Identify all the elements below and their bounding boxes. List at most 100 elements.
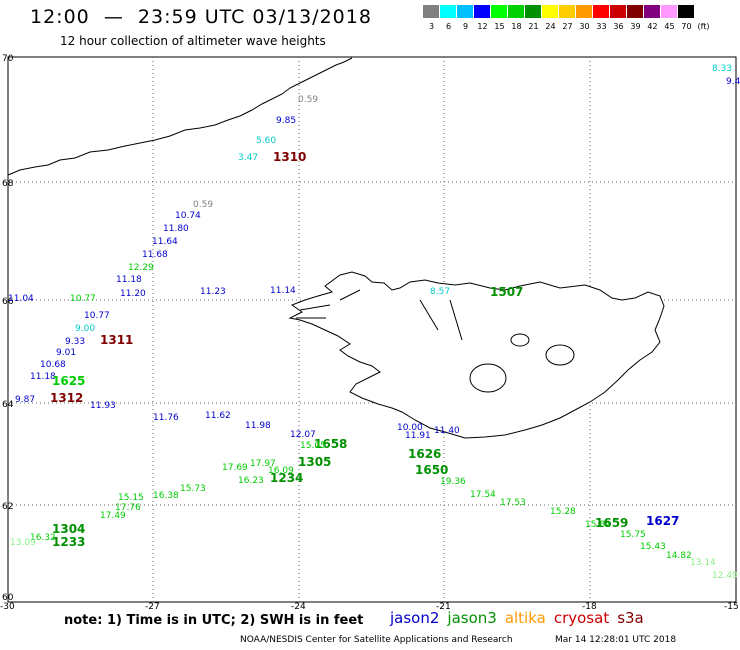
swh-label: 17.76 — [115, 503, 141, 513]
lon-label-n27: -27 — [145, 602, 160, 612]
swh-label: 10.74 — [175, 211, 201, 221]
swh-label: 11.20 — [120, 289, 146, 299]
time-label: 1311 — [100, 333, 133, 347]
lat-label-64: 64 — [2, 400, 14, 410]
time-label: 1233 — [52, 535, 85, 549]
colorbar-label: 30 — [579, 22, 590, 31]
lat-label-70: 70 — [2, 54, 14, 64]
colorbar-label: 27 — [562, 22, 573, 31]
colorbar-label: 21 — [528, 22, 539, 31]
swh-label: 11.04 — [8, 294, 34, 304]
swh-label: 19.36 — [440, 477, 466, 487]
track-66n: 11.04 11.20 11.23 10.77 11.14 8.57 1507 … — [8, 64, 740, 304]
colorbar-swatch — [542, 5, 559, 18]
colorbar-bin: 3 — [423, 5, 440, 31]
lat-label-68: 68 — [2, 179, 14, 189]
time-label: 1310 — [273, 150, 306, 164]
swh-label: 11.98 — [245, 421, 271, 431]
swh-label: 0.59 — [298, 95, 318, 105]
colorbar-label: 36 — [613, 22, 624, 31]
swh-label: 17.49 — [100, 511, 126, 521]
swh-label: 11.14 — [270, 286, 296, 296]
map-frame — [7, 56, 737, 603]
colorbar-label: 9 — [462, 22, 469, 31]
credit-line: NOAA/NESDIS Center for Satellite Applica… — [240, 635, 513, 645]
swh-label: 15.82 — [585, 520, 611, 530]
colorbar-swatch — [678, 5, 695, 18]
map-title: 12:00 — 23:59 UTC 03/13/2018 — [30, 6, 372, 28]
time-label: 1312 — [50, 391, 83, 405]
swh-label: 15.28 — [550, 507, 576, 517]
colorbar-swatch — [559, 5, 576, 18]
generation-timestamp: Mar 14 12:28:01 UTC 2018 — [555, 635, 677, 645]
colorbar-swatch — [474, 5, 491, 18]
colorbar-swatch — [525, 5, 542, 18]
swh-label: 11.18 — [30, 372, 56, 382]
satellite-legend-item: altika — [504, 609, 546, 627]
colorbar-bin: 15 — [491, 5, 508, 31]
time-label: 1627 — [646, 514, 679, 528]
swh-label: 11.91 — [405, 431, 431, 441]
swh-label: 17.54 — [470, 490, 496, 500]
swh-label: 11.80 — [163, 224, 189, 234]
swh-label: 10.77 — [70, 294, 96, 304]
colorbar-bin: 70 — [678, 5, 695, 31]
swh-label: 17.97 — [250, 459, 276, 469]
lat-axis-labels: 70 68 66 64 62 60 — [2, 54, 14, 603]
colorbar-swatch — [440, 5, 457, 18]
swh-label: 11.40 — [434, 426, 460, 436]
map-note: note: 1) Time is in UTC; 2) SWH is in fe… — [64, 613, 364, 628]
lat-label-62: 62 — [2, 502, 13, 512]
colorbar-bin: 21 — [525, 5, 542, 31]
swh-label: 16.09 — [268, 466, 294, 476]
swh-label: 9.33 — [65, 337, 85, 347]
iceland-coastline — [288, 271, 665, 439]
lon-label-n24: -24 — [291, 602, 306, 612]
swh-label: 12.07 — [290, 430, 316, 440]
iceland-lakes — [469, 333, 575, 393]
colorbar-bin: 36 — [610, 5, 627, 31]
map-subtitle: 12 hour collection of altimeter wave hei… — [60, 34, 326, 48]
swh-label: 11.76 — [153, 413, 179, 423]
colorbar-unit-label: (ft) — [697, 22, 710, 31]
colorbar-swatch — [457, 5, 474, 18]
time-label: 1234 — [270, 471, 303, 485]
lon-label-n18: -18 — [582, 602, 597, 612]
time-label: 1650 — [415, 463, 448, 477]
swh-label: 8.33 — [712, 64, 732, 74]
colorbar-unit: (ft) — [695, 5, 712, 31]
westfjords-inlets — [296, 289, 463, 341]
swh-label: 10.77 — [84, 311, 110, 321]
colorbar-bin: 27 — [559, 5, 576, 31]
colorbar-swatch — [508, 5, 525, 18]
colorbar-label: 42 — [647, 22, 658, 31]
time-label: 1304 — [52, 522, 85, 536]
swh-label: 11.62 — [205, 411, 231, 421]
colorbar-swatch — [576, 5, 593, 18]
swh-colorbar: 3 6 9 12 15 18 21 24 27 30 33 36 39 42 45 70 (ft) — [423, 5, 712, 31]
time-label: 1305 — [298, 455, 331, 469]
colorbar-bin: 24 — [542, 5, 559, 31]
swh-label: 11.23 — [200, 287, 226, 297]
colorbar-label: 45 — [664, 22, 675, 31]
satellite-legend: jason2 jason3 altika cryosat s3a — [390, 609, 652, 627]
lat-label-60: 60 — [2, 593, 14, 603]
swh-label: 5.60 — [256, 136, 276, 146]
swh-label: 12.29 — [128, 263, 154, 273]
swh-label: 9.01 — [56, 348, 76, 358]
swh-label: 9.85 — [276, 116, 296, 126]
swh-label: 11.64 — [152, 237, 178, 247]
colorbar-bin: 33 — [593, 5, 610, 31]
greenland-coastline — [7, 57, 353, 176]
colorbar-bin: 30 — [576, 5, 593, 31]
swh-label: 14.82 — [666, 551, 692, 561]
colorbar-bin: 9 — [457, 5, 474, 31]
colorbar-label: 70 — [681, 22, 692, 31]
satellite-legend-item: jason2 — [390, 609, 440, 627]
colorbar-label: 24 — [545, 22, 556, 31]
colorbar-bin: 6 — [440, 5, 457, 31]
colorbar-swatch — [593, 5, 610, 18]
satellite-legend-item: jason3 — [447, 609, 497, 627]
colorbar-swatch — [661, 5, 678, 18]
swh-label: 17.53 — [500, 498, 526, 508]
